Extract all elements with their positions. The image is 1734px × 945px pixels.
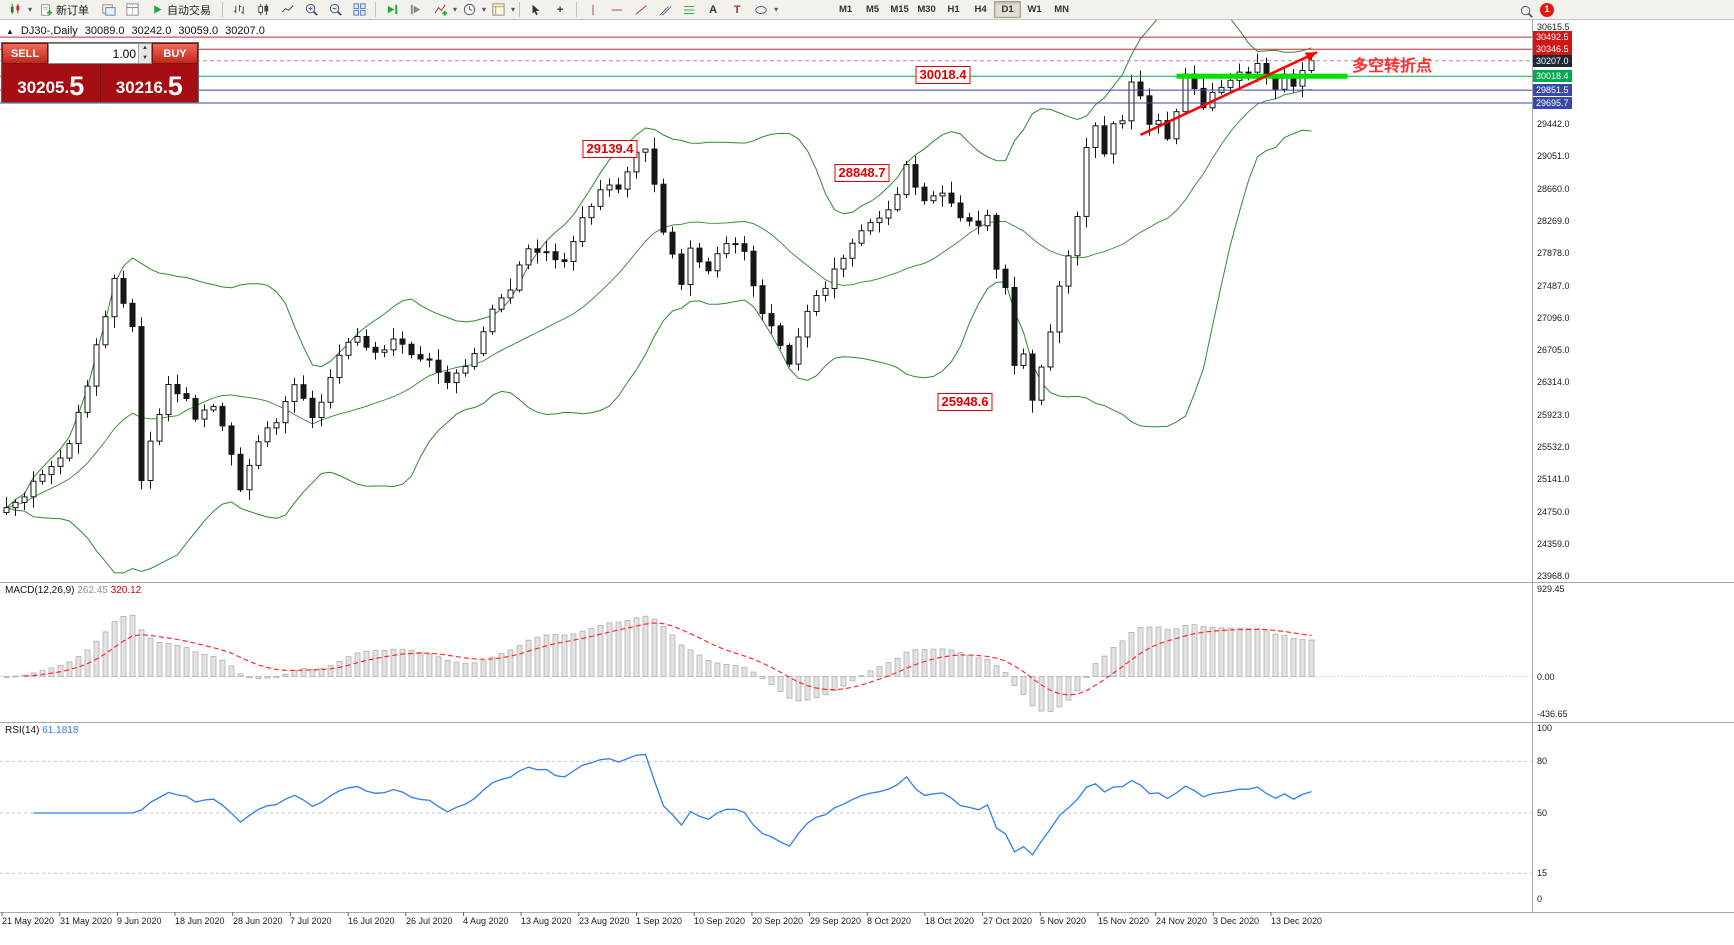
volume-input[interactable] bbox=[49, 44, 138, 63]
new-chart-caret-icon[interactable]: ▾ bbox=[28, 5, 33, 14]
auto-scroll-icon[interactable] bbox=[381, 0, 403, 20]
label-tool-icon[interactable]: T bbox=[733, 3, 741, 16]
indicators-icon[interactable] bbox=[429, 0, 451, 20]
channel-tool-icon[interactable] bbox=[654, 0, 676, 20]
new-chart-icon[interactable] bbox=[4, 0, 26, 20]
templates-icon[interactable] bbox=[487, 0, 509, 20]
ohlc-low: 30059.0 bbox=[178, 25, 219, 37]
trendline-tool-icon[interactable] bbox=[630, 0, 652, 20]
toolbar: ▾ 新订单 自动交易 ▾ ▾ bbox=[0, 0, 1734, 20]
timeframe-clock-icon[interactable] bbox=[458, 0, 480, 20]
volume-up-icon[interactable]: ▲ bbox=[138, 44, 151, 54]
autotrading-label: 自动交易 bbox=[167, 4, 212, 17]
line-chart-type-icon[interactable] bbox=[276, 0, 298, 20]
cursor-icon[interactable] bbox=[525, 0, 547, 20]
text-tool-icon[interactable]: A bbox=[709, 3, 718, 16]
shapes-tool-icon[interactable] bbox=[750, 0, 772, 20]
timeframe-button-m15[interactable]: M15 bbox=[886, 1, 913, 18]
timeframe-button-mn[interactable]: MN bbox=[1048, 1, 1075, 18]
new-order-button[interactable]: 新订单 bbox=[33, 0, 95, 20]
timeframe-button-h1[interactable]: H1 bbox=[940, 1, 967, 18]
bar-chart-type-icon[interactable] bbox=[228, 0, 250, 20]
timeframe-button-m1[interactable]: M1 bbox=[832, 1, 859, 18]
chart-shift-icon[interactable] bbox=[405, 0, 427, 20]
buy-button[interactable]: BUY bbox=[152, 43, 198, 64]
autotrading-button[interactable]: 自动交易 bbox=[145, 0, 217, 20]
templates-caret-icon[interactable]: ▾ bbox=[511, 5, 516, 14]
ohlc-close: 30207.0 bbox=[225, 25, 265, 37]
macd-value: 262.45 bbox=[77, 585, 108, 596]
one-click-panel-toggle[interactable]: ▲ bbox=[6, 26, 14, 36]
market-watch-icon[interactable] bbox=[121, 0, 143, 20]
timeframe-button-d1[interactable]: D1 bbox=[994, 1, 1022, 18]
tile-windows-icon[interactable] bbox=[348, 0, 370, 20]
macd-signal-value: 320.12 bbox=[110, 585, 142, 596]
profile-chart-icon[interactable] bbox=[97, 0, 119, 20]
new-order-label: 新订单 bbox=[56, 4, 90, 17]
indicators-caret-icon[interactable]: ▾ bbox=[453, 5, 458, 14]
sell-price: 30205. 5 bbox=[2, 64, 101, 102]
timeframe-button-m5[interactable]: M5 bbox=[859, 1, 886, 18]
rsi-pane-label: RSI(14) 61.1818 bbox=[5, 725, 79, 736]
vertical-line-tool-icon[interactable] bbox=[582, 0, 604, 20]
timeframe-caret-icon[interactable]: ▾ bbox=[482, 5, 487, 14]
ohlc-open: 30089.0 bbox=[84, 25, 125, 37]
search-icon[interactable] bbox=[1515, 1, 1537, 21]
symbol-bar: ▲ DJ30-,Daily 30089.0 30242.0 30059.0 30… bbox=[6, 25, 265, 37]
crosshair-icon[interactable]: + bbox=[556, 3, 564, 16]
ohlc-high: 30242.0 bbox=[131, 25, 172, 37]
toolbar-separator bbox=[222, 2, 224, 17]
timeframe-group: M1 M5 M15 M30 H1 H4 D1 W1 MN bbox=[832, 1, 1075, 18]
macd-pane-label: MACD(12,26,9) 262.45 320.12 bbox=[5, 585, 142, 596]
buy-price: 30216. 5 bbox=[115, 71, 183, 101]
horizontal-line-tool-icon[interactable] bbox=[606, 0, 628, 20]
timeframe-button-w1[interactable]: W1 bbox=[1021, 1, 1048, 18]
one-click-trade-panel: SELL ▲ ▼ BUY 30205.5 30216.5 bbox=[1, 42, 199, 103]
rsi-value: 61.1818 bbox=[42, 725, 79, 736]
volume-spinner: ▲ ▼ bbox=[138, 44, 151, 63]
zoom-in-icon[interactable] bbox=[300, 0, 322, 20]
notification-badge[interactable]: 1 bbox=[1540, 3, 1554, 17]
shapes-caret-icon[interactable]: ▾ bbox=[774, 5, 779, 14]
fibonacci-tool-icon[interactable] bbox=[678, 0, 700, 20]
zoom-out-icon[interactable] bbox=[324, 0, 346, 20]
toolbar-separator bbox=[519, 2, 521, 17]
volume-box: ▲ ▼ bbox=[48, 43, 152, 64]
toolbar-separator bbox=[576, 2, 578, 17]
volume-down-icon[interactable]: ▼ bbox=[138, 53, 151, 63]
timeframe-button-m30[interactable]: M30 bbox=[913, 1, 940, 18]
symbol-title: DJ30-,Daily bbox=[20, 25, 78, 37]
candlestick-chart-type-icon[interactable] bbox=[252, 0, 274, 20]
toolbar-separator bbox=[375, 2, 377, 17]
sell-button[interactable]: SELL bbox=[2, 43, 48, 64]
timeframe-button-h4[interactable]: H4 bbox=[967, 1, 994, 18]
